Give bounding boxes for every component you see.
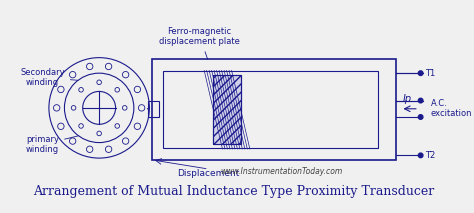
Circle shape — [419, 71, 423, 75]
Bar — [213, 75, 241, 144]
Text: Displacement: Displacement — [178, 169, 240, 178]
Text: T1: T1 — [425, 69, 436, 78]
Circle shape — [419, 98, 423, 103]
Bar — [163, 71, 378, 148]
Text: www.InstrumentationToday.com: www.InstrumentationToday.com — [221, 167, 343, 176]
Bar — [152, 59, 396, 160]
Text: Secondary
winding: Secondary winding — [20, 68, 78, 87]
Text: Ip: Ip — [402, 94, 411, 104]
Bar — [147, 101, 158, 117]
Text: T2: T2 — [425, 151, 436, 160]
Text: Arrangement of Mutual Inductance Type Proximity Transducer: Arrangement of Mutual Inductance Type Pr… — [33, 185, 434, 198]
Circle shape — [419, 153, 423, 158]
Bar — [213, 75, 241, 144]
Circle shape — [419, 115, 423, 119]
Text: A.C.
excitation: A.C. excitation — [431, 99, 472, 118]
Text: Ferro-magnetic
displacement plate: Ferro-magnetic displacement plate — [159, 27, 240, 60]
Text: primary
winding: primary winding — [26, 135, 78, 154]
